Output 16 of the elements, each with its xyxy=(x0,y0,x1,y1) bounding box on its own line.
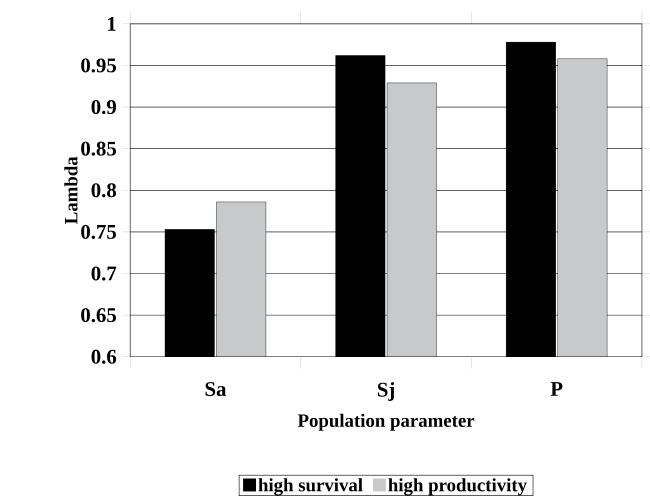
y-axis-title: Lambda xyxy=(64,156,78,224)
y-tick-label: 0.6 xyxy=(92,350,116,364)
y-tick-label: 0.95 xyxy=(81,58,116,73)
x-tick-label: P xyxy=(550,382,562,396)
x-tick-label: Sa xyxy=(206,382,226,396)
x-axis-title: Population parameter xyxy=(298,414,474,431)
legend-label: high survival xyxy=(258,478,363,496)
y-tick-label: 1 xyxy=(108,17,116,31)
y-tick-label: 0.7 xyxy=(92,266,116,281)
y-tick-label: 0.9 xyxy=(92,100,116,114)
y-tick-label: 0.85 xyxy=(81,142,116,156)
y-tick-label: 0.8 xyxy=(92,183,116,198)
y-tick-label: 0.65 xyxy=(81,308,116,322)
y-tick-label: 0.75 xyxy=(81,224,116,240)
x-tick-label: Sj xyxy=(378,382,394,402)
legend-label: high productivity xyxy=(388,478,527,496)
